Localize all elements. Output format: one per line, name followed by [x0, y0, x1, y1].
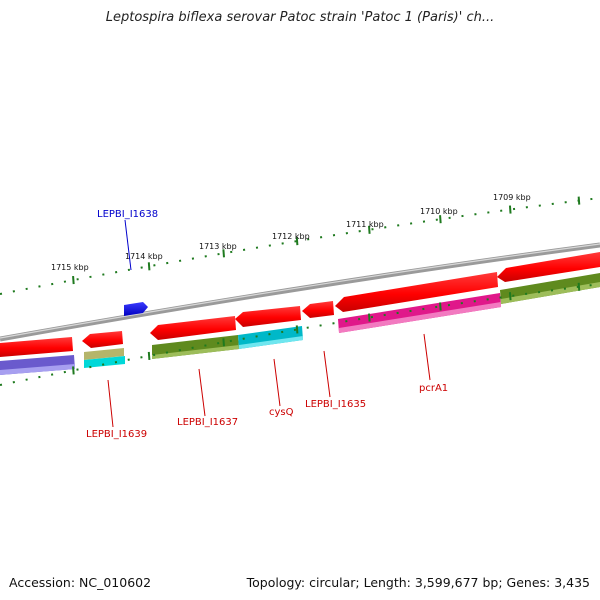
major-tick: [577, 282, 581, 291]
scale-label-1713: 1713 kbp: [199, 242, 237, 251]
major-tick: [72, 366, 75, 375]
band-khaki: [84, 348, 124, 360]
scale-label-1710: 1710 kbp: [420, 207, 458, 216]
gene-label-lepbi-i1635[interactable]: LEPBI_I1635: [305, 399, 366, 410]
accession-text: Accession: NC_010602: [9, 575, 152, 590]
major-tick: [295, 325, 299, 334]
major-tick: [72, 276, 75, 285]
major-tick: [222, 338, 225, 347]
gene-label-cysq[interactable]: cysQ: [269, 407, 294, 418]
leader-pcra1: [423, 333, 431, 381]
cds-arrow-2[interactable]: [82, 331, 123, 348]
major-tick: [577, 196, 581, 205]
gene-label-lepbi-i1638[interactable]: LEPBI_I1638: [97, 209, 158, 220]
leader-lepbi-i1639: [107, 379, 114, 428]
scale-label-1714: 1714 kbp: [125, 252, 163, 261]
gene-lepbi-i1638-arrow[interactable]: [124, 302, 148, 316]
major-tick: [222, 249, 225, 258]
leader-cysq: [273, 358, 281, 407]
gene-label-lepbi-i1639[interactable]: LEPBI_I1639: [86, 429, 147, 440]
topology-text: Topology: circular; Length: 3,599,677 bp…: [246, 575, 590, 590]
gene-label-lepbi-i1637[interactable]: LEPBI_I1637: [177, 417, 238, 428]
major-tick: [508, 292, 512, 301]
leader-lepbi-i1637: [198, 368, 206, 417]
cds-arrow-5[interactable]: [302, 301, 334, 318]
cds-arrow-6[interactable]: [335, 272, 498, 312]
genome-backbone: [0, 242, 600, 342]
map-title: Leptospira biflexa serovar Patoc strain …: [105, 10, 495, 25]
major-tick: [368, 313, 371, 322]
cds-arrow-1[interactable]: [0, 337, 73, 357]
major-tick: [295, 237, 299, 246]
scale-label-1715: 1715 kbp: [51, 263, 89, 272]
major-tick: [508, 205, 512, 214]
leader-lepbi-i1635: [323, 350, 331, 398]
scale-label-1711: 1711 kbp: [346, 220, 384, 229]
leader-lepbi-i1638: [124, 219, 132, 271]
scale-label-1712: 1712 kbp: [272, 232, 310, 241]
band-cyan-small: [84, 356, 125, 368]
cds-arrow-7[interactable]: [497, 252, 600, 282]
cds-arrow-4[interactable]: [235, 306, 301, 327]
major-tick: [147, 262, 151, 271]
major-tick: [439, 215, 442, 224]
major-tick: [368, 225, 371, 234]
major-tick: [439, 302, 442, 311]
gene-label-pcra1[interactable]: pcrA1: [419, 383, 448, 394]
scale-label-1709: 1709 kbp: [493, 193, 531, 202]
cds-arrow-3[interactable]: [150, 316, 236, 340]
major-tick: [147, 351, 151, 361]
